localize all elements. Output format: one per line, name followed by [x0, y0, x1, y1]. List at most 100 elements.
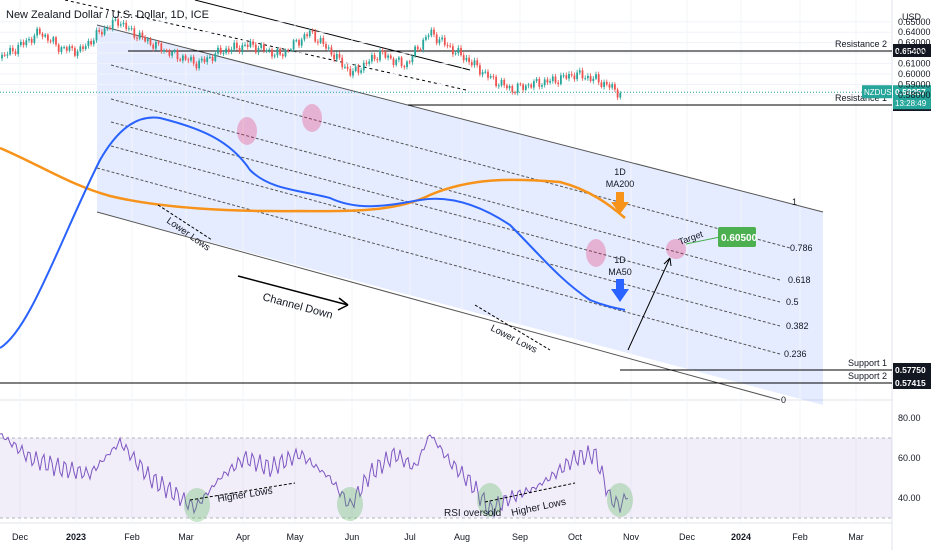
candle-body	[292, 40, 295, 50]
candle-body	[335, 54, 338, 60]
candle-body	[495, 76, 497, 87]
candle-body	[133, 28, 136, 38]
chart-title: New Zealand Dollar / U.S. Dollar, 1D, IC…	[6, 9, 209, 21]
candle-body	[192, 56, 195, 64]
target-circle	[666, 239, 686, 259]
candle-body	[354, 66, 357, 72]
time-tick-label: Dec	[12, 532, 29, 542]
candle-body	[14, 51, 17, 55]
rsi-band	[0, 438, 892, 518]
candle-body	[230, 49, 233, 52]
candle-body	[381, 50, 384, 52]
candle-body	[333, 54, 335, 60]
candle-body	[271, 49, 273, 57]
candle-body	[565, 75, 568, 79]
candle-body	[90, 41, 92, 45]
candle-body	[403, 66, 406, 68]
fib-line	[96, 211, 781, 401]
candle-body	[47, 34, 49, 41]
candle-body	[616, 89, 619, 98]
candle-body	[600, 82, 603, 87]
candle-body	[425, 36, 427, 40]
currency-label[interactable]: USD	[902, 12, 922, 22]
candle-body	[325, 44, 327, 49]
candle-body	[49, 40, 52, 42]
candle-body	[605, 81, 608, 85]
candle-body	[368, 61, 371, 64]
rsi-tick-label: 60.00	[898, 453, 921, 463]
candle-body	[76, 51, 79, 56]
price-tick-label: 0.64000	[898, 27, 931, 37]
candle-body	[217, 47, 219, 54]
candle-body	[389, 55, 392, 59]
level-label: Resistance 2	[835, 39, 887, 49]
candle-body	[60, 47, 63, 52]
candle-body	[470, 62, 473, 66]
candle-body	[25, 40, 28, 46]
candle-body	[392, 58, 395, 65]
target-arrow-line	[627, 257, 671, 351]
rsi-annotation-oversold: RSI oversold	[444, 508, 501, 519]
fib-level-label: 0.786	[790, 243, 813, 253]
candle-body	[11, 47, 14, 52]
candle-body	[173, 50, 176, 52]
candle-body	[570, 74, 573, 76]
candle-body	[379, 50, 381, 61]
peak-highlight-circle	[237, 117, 257, 145]
candle-body	[595, 74, 597, 79]
candle-body	[562, 75, 565, 77]
candle-body	[249, 41, 252, 47]
candle-body	[106, 28, 109, 30]
candle-body	[209, 56, 211, 58]
candle-body	[111, 19, 114, 29]
candle-body	[584, 78, 587, 80]
candle-body	[276, 48, 279, 56]
time-tick-label: Mar	[848, 532, 864, 542]
candle-body	[338, 54, 341, 58]
candle-body	[238, 48, 241, 53]
candle-body	[473, 60, 476, 66]
fib-level-label: 1	[792, 197, 797, 207]
candle-body	[52, 37, 55, 42]
candle-body	[300, 39, 303, 46]
candle-body	[319, 37, 322, 43]
candle-body	[284, 49, 287, 57]
candle-body	[422, 39, 425, 50]
candle-body	[487, 71, 489, 78]
candle-body	[527, 84, 530, 86]
candle-body	[362, 62, 365, 71]
candle-body	[449, 45, 452, 47]
candle-body	[497, 85, 500, 87]
time-tick-label: Oct	[568, 532, 583, 542]
candle-body	[376, 59, 379, 61]
candle-body	[433, 29, 435, 35]
candle-body	[581, 70, 584, 79]
time-tick-label: Aug	[454, 532, 470, 542]
candle-body	[481, 72, 484, 75]
target-arrow-head	[663, 257, 672, 267]
candle-body	[446, 45, 449, 47]
candle-body	[306, 34, 308, 37]
rsi-highlight-circle	[477, 483, 503, 517]
time-tick-label: 2024	[731, 532, 751, 542]
candle-body	[452, 46, 454, 55]
rsi-higher-lows-line-2	[484, 482, 576, 503]
candle-body	[138, 32, 141, 39]
price-tick-label: 0.65000	[898, 17, 931, 27]
fib-level-label: 0.618	[788, 275, 811, 285]
channel-down-box	[97, 25, 823, 405]
candle-body	[568, 74, 570, 79]
candle-body	[146, 39, 149, 42]
candle-body	[195, 63, 198, 69]
candle-body	[9, 47, 11, 55]
candle-body	[330, 47, 333, 55]
fib-line	[110, 145, 781, 327]
rsi-highlight-circle	[607, 483, 633, 517]
level-price-text: 0.57750	[895, 365, 926, 375]
ma50-label-line2: MA50	[608, 267, 632, 277]
ma50-line	[0, 116, 626, 349]
candle-body	[516, 83, 519, 93]
candle-body	[287, 49, 290, 51]
candle-body	[522, 84, 524, 90]
